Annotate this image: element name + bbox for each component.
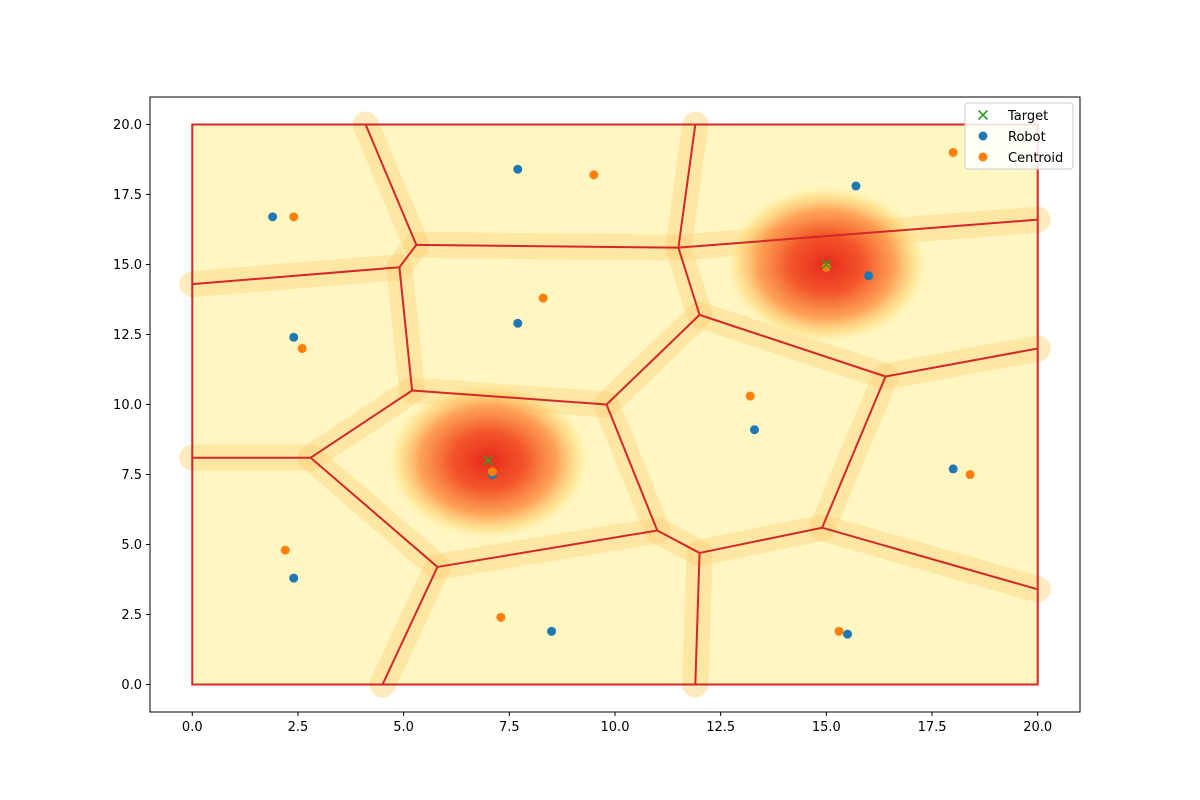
axis-ticks: 0.0 2.5 5.0 7.5 10.0 12.5 15.0 17.5 20.0 0.0 2.5 5.… [113,118,1052,735]
x-tick-label: 2.5 [288,720,309,735]
centroid-point [589,170,599,180]
x-tick-label: 10.0 [601,720,630,735]
centroid-point [745,391,755,401]
y-tick-label: 17.5 [113,188,142,203]
voronoi-edge [398,267,414,391]
centroid-point [297,343,307,353]
y-tick-label: 5.0 [121,538,142,553]
legend-box [964,102,1074,170]
robot-point [289,332,299,342]
x-tick-label: 15.0 [812,720,841,735]
robot-point [547,626,557,636]
voronoi-edge [364,124,418,246]
legend-label-robot: Robot [1008,130,1046,145]
centroid-point [538,293,548,303]
voronoi-edge [605,314,701,406]
legend: Target Robot Centroid [964,102,1074,170]
centroid-point [821,262,831,272]
voronoi-edge [381,566,439,685]
y-tick-label: 2.5 [121,608,142,623]
centroid-point [496,612,506,622]
voronoi-edge [699,313,886,378]
legend-label-centroid: Centroid [1008,151,1063,166]
voronoi-edge [677,124,697,248]
x-tick-label: 17.5 [918,720,947,735]
voronoi-edge [885,347,1038,378]
x-tick-label: 0.0 [182,720,203,735]
centroid-point [948,147,958,157]
voronoi-edge [192,266,400,286]
voronoi-edge [821,376,887,529]
robot-point [864,271,874,281]
centroid-point [965,470,975,480]
voronoi-edge [412,389,607,406]
voronoi-edge [678,218,1038,249]
robot-point [268,212,278,222]
robot-point [513,318,523,328]
centroid-point [280,545,290,555]
x-tick-label: 5.0 [393,720,414,735]
legend-marker-centroid [978,152,988,162]
plot-area [179,111,1051,698]
centroid-point [834,626,844,636]
voronoi-edge [605,404,659,531]
x-tick-label: 7.5 [499,720,520,735]
y-tick-label: 7.5 [121,468,142,483]
y-tick-label: 15.0 [113,258,142,273]
x-tick-label: 20.0 [1023,720,1052,735]
voronoi-edge [398,244,418,268]
robot-point [948,464,958,474]
centroid-point [289,212,299,222]
voronoi-edge [677,247,701,316]
voronoi-edge [821,526,1039,591]
robot-point [750,425,759,435]
voronoi-edge [656,529,701,554]
centroid-point [487,467,497,477]
density-heatmap [179,111,1051,698]
robot-point [843,629,852,639]
y-tick-label: 20.0 [113,118,142,133]
robot-point [289,573,299,583]
voronoi-edge [699,526,823,554]
y-tick-label: 10.0 [113,398,142,413]
scatter-points [268,147,975,639]
voronoi-edge [309,456,439,568]
y-tick-label: 12.5 [113,328,142,343]
voronoi-edge [310,389,413,459]
voronoi-edge [437,529,658,568]
legend-marker-target [977,109,989,121]
voronoi-edge [694,552,701,685]
target-point [821,259,832,270]
legend-label-target: Target [1007,109,1048,124]
target-point [483,455,494,466]
x-tick-label: 12.5 [706,720,735,735]
robot-point [513,164,523,174]
voronoi-edge [416,243,679,249]
y-tick-label: 0.0 [121,678,142,693]
robot-point [851,181,861,191]
legend-marker-robot [978,131,988,141]
